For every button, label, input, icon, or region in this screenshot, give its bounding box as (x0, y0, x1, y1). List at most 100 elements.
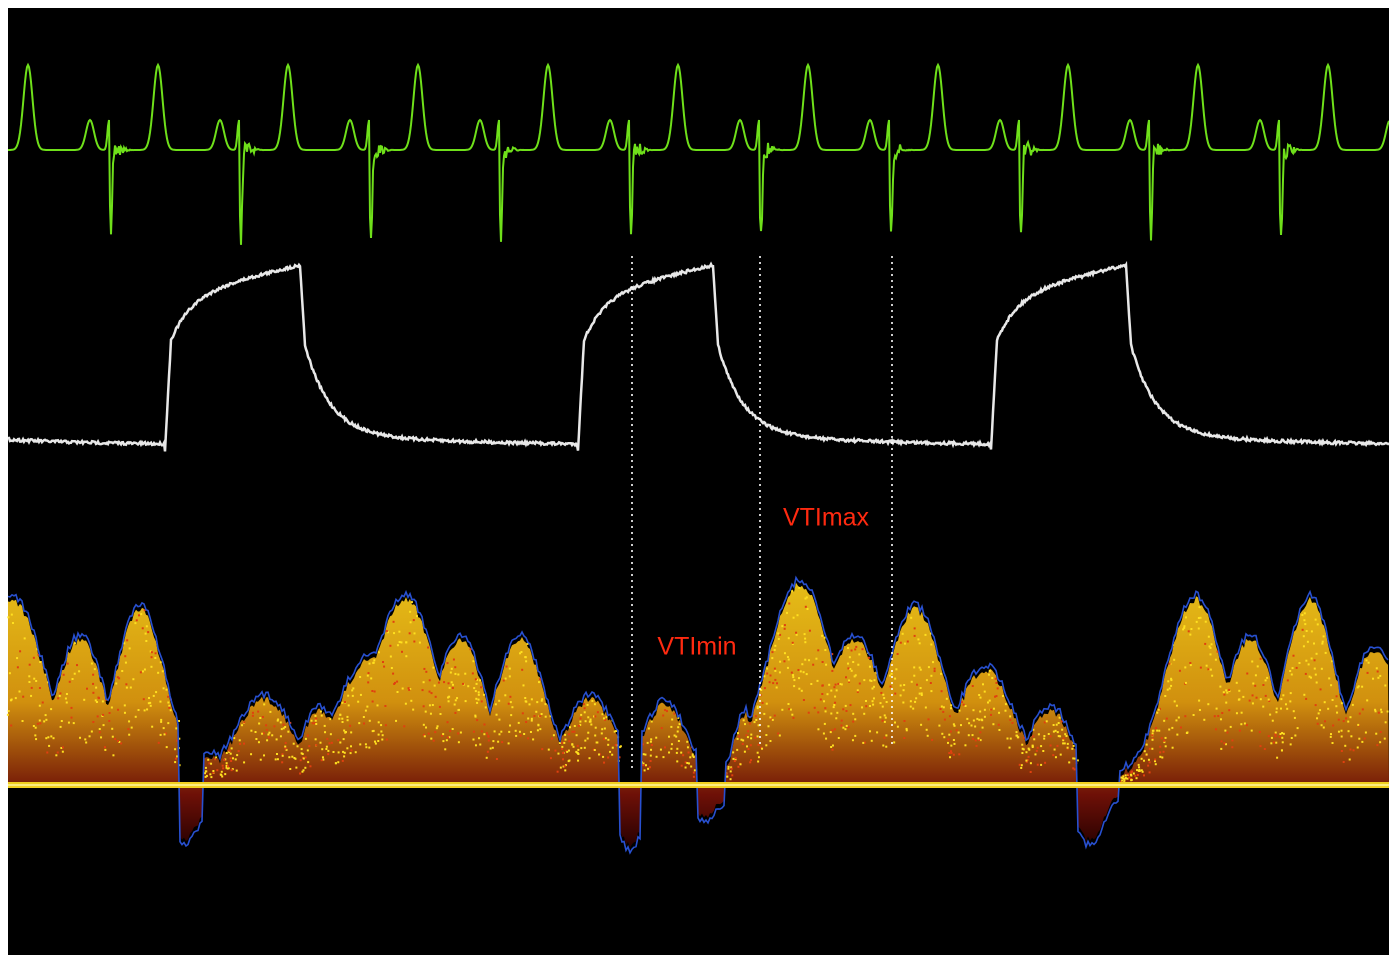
doppler-speck (159, 733, 162, 736)
doppler-speck (564, 733, 567, 736)
doppler-speck (125, 686, 128, 689)
doppler-speck (149, 650, 152, 653)
doppler-speck (448, 695, 451, 698)
doppler-speck (130, 726, 133, 729)
doppler-speck (1228, 690, 1231, 693)
doppler-speck (164, 732, 167, 735)
doppler-speck (1248, 699, 1251, 702)
doppler-speck (1384, 721, 1387, 724)
doppler-speck (823, 636, 826, 639)
doppler-speck (1148, 771, 1151, 774)
doppler-speck (116, 676, 119, 679)
doppler-speck (1147, 758, 1150, 761)
doppler-speck (750, 737, 753, 740)
doppler-speck (913, 627, 916, 630)
doppler-speck (150, 665, 153, 668)
doppler-speck (1289, 692, 1292, 695)
doppler-speck (554, 749, 557, 752)
doppler-speck (39, 661, 42, 663)
doppler-speck (477, 691, 480, 694)
doppler-speck (257, 710, 260, 713)
doppler-speck (1323, 701, 1326, 704)
doppler-speck (1379, 674, 1382, 677)
doppler-speck (1376, 670, 1379, 673)
doppler-speck (675, 735, 678, 738)
doppler-speck (1173, 700, 1176, 703)
doppler-speck (783, 652, 786, 655)
doppler-speck (837, 737, 840, 739)
doppler-speck (802, 699, 805, 701)
doppler-speck (564, 764, 567, 767)
doppler-speck (988, 699, 991, 702)
doppler-speck (1322, 726, 1325, 729)
doppler-speck (677, 740, 680, 742)
doppler-speck (864, 700, 867, 702)
doppler-speck (1145, 743, 1148, 746)
doppler-speck (1156, 711, 1159, 714)
doppler-speck (174, 748, 177, 751)
doppler-speck (822, 732, 825, 735)
doppler-speck (1042, 750, 1045, 752)
doppler-speck (736, 748, 739, 751)
doppler-speck (472, 738, 475, 741)
doppler-speck (1342, 761, 1345, 763)
doppler-speck (882, 693, 885, 696)
doppler-speck (763, 687, 766, 690)
doppler-speck (563, 765, 566, 768)
doppler-speck (1308, 675, 1311, 678)
doppler-speck (55, 754, 58, 757)
doppler-speck (1226, 731, 1229, 734)
doppler-speck (856, 689, 859, 692)
doppler-speck (825, 663, 828, 666)
doppler-speck (1268, 699, 1271, 702)
doppler-speck (754, 736, 757, 739)
doppler-speck (112, 754, 115, 757)
doppler-speck (1316, 722, 1319, 725)
doppler-speck (19, 650, 22, 653)
doppler-speck (885, 701, 888, 703)
doppler-speck (154, 657, 157, 659)
doppler-speck (1211, 674, 1214, 677)
doppler-speck (1178, 669, 1181, 672)
doppler-speck (1262, 684, 1265, 686)
doppler-speck (1215, 707, 1218, 710)
doppler-speck (1379, 741, 1382, 744)
doppler-speck (230, 760, 233, 762)
doppler-speck (1207, 635, 1210, 638)
doppler-spectrum (8, 582, 1389, 848)
doppler-speck (1032, 735, 1035, 738)
doppler-speck (377, 721, 380, 724)
doppler-speck (157, 741, 160, 744)
doppler-speck (35, 738, 38, 741)
doppler-speck (321, 748, 324, 751)
doppler-speck (489, 747, 492, 750)
doppler-speck (834, 683, 837, 686)
doppler-speck (586, 737, 589, 740)
doppler-speck (84, 738, 87, 741)
doppler-speck (946, 741, 949, 744)
doppler-speck (525, 660, 528, 663)
doppler-speck (1281, 732, 1284, 734)
doppler-speck (90, 662, 93, 665)
doppler-speck (830, 712, 833, 715)
doppler-speck (781, 708, 784, 711)
doppler-speck (273, 725, 276, 728)
doppler-speck (885, 734, 888, 737)
doppler-speck (1121, 779, 1124, 782)
doppler-speck (733, 760, 736, 762)
doppler-speck (521, 712, 524, 715)
doppler-speck (788, 708, 791, 711)
doppler-speck (890, 672, 893, 675)
doppler-speck (598, 753, 601, 756)
doppler-speck (1056, 744, 1059, 747)
doppler-speck (364, 709, 367, 712)
doppler-speck (880, 691, 883, 694)
doppler-speck (428, 679, 431, 682)
doppler-speck (876, 731, 879, 734)
doppler-speck (539, 728, 542, 731)
doppler-speck (1245, 724, 1248, 727)
doppler-speck (1040, 745, 1043, 748)
doppler-speck (774, 669, 777, 672)
doppler-speck (692, 775, 695, 778)
doppler-speck (974, 725, 977, 728)
